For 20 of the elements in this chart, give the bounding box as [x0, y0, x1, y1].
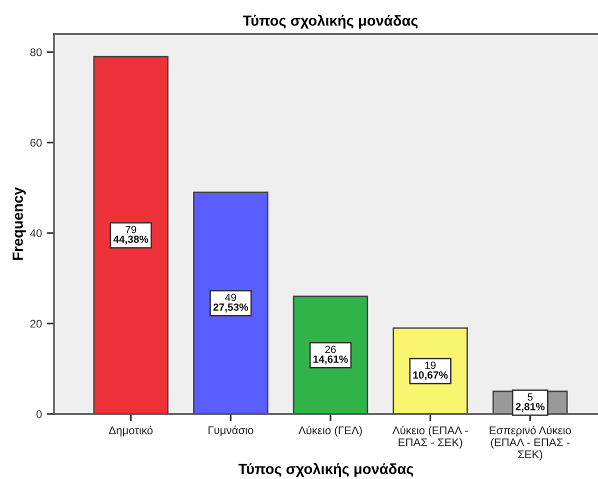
x-axis-title: Τύπος σχολικής μονάδας	[238, 463, 414, 477]
x-tick-label: Γυμνάσιο	[208, 426, 254, 436]
chart-title: Τύπος σχολικής μονάδας	[242, 14, 418, 29]
data-label: 26 14,61%	[313, 346, 348, 364]
y-tick-label: 40	[30, 229, 42, 238]
x-tick-label: Λύκειο (ΓΕΛ)	[298, 426, 362, 436]
x-tick-label: Δημοτικό	[108, 426, 153, 436]
data-label: 19 10,67%	[413, 362, 448, 380]
y-axis-title: Frequency	[12, 187, 26, 260]
y-tick-label: 80	[30, 48, 42, 56]
bar	[193, 192, 268, 414]
data-label: 5 2,81%	[516, 393, 545, 412]
x-tick-label: Λύκειο (ΕΠΑΛ - ΕΠΑΣ - ΣΕΚ)	[392, 426, 468, 448]
x-tick-label: Εσπερινό Λύκειο (ΕΠΑΛ - ΕΠΑΣ - ΣΕΚ)	[490, 426, 571, 460]
y-tick-label: 20	[30, 320, 42, 328]
y-tick-label: 60	[30, 138, 42, 147]
data-label: 79 44,38%	[113, 226, 148, 244]
bar	[93, 56, 168, 414]
y-tick-label: 0	[36, 410, 42, 418]
data-label: 49 27,53%	[213, 294, 248, 312]
